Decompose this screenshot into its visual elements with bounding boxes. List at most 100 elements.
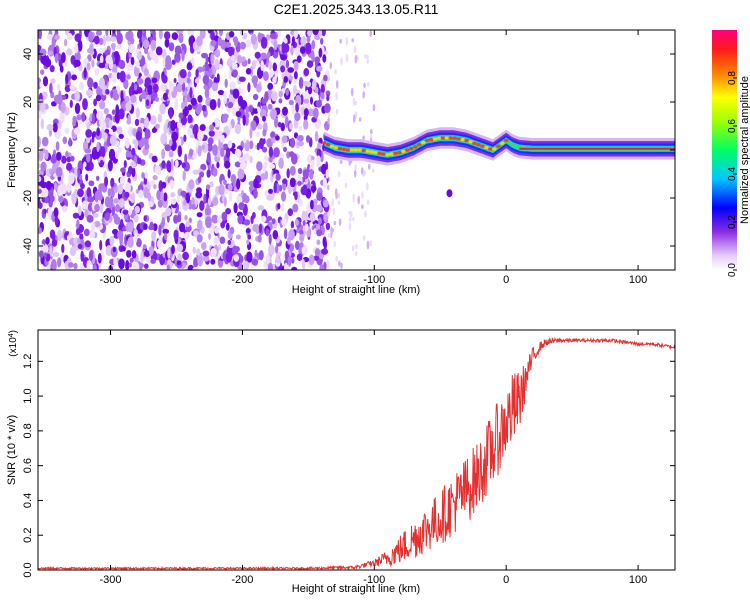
noise-blob bbox=[320, 163, 328, 175]
noise-blob bbox=[86, 214, 94, 223]
noise-blob bbox=[57, 185, 62, 197]
noise-blob bbox=[49, 168, 53, 175]
noise-blob bbox=[223, 196, 227, 207]
noise-blob bbox=[225, 147, 231, 159]
noise-blob bbox=[295, 102, 299, 113]
noise-blob bbox=[305, 42, 312, 55]
noise-blob bbox=[310, 50, 315, 61]
noise-blob bbox=[117, 146, 122, 154]
noise-blob bbox=[232, 69, 238, 78]
ridge-core-blob bbox=[401, 149, 406, 153]
sparse-blob bbox=[340, 57, 343, 66]
noise-blob bbox=[109, 129, 114, 135]
noise-blob bbox=[102, 121, 107, 129]
sparse-blob bbox=[369, 30, 372, 38]
noise-blob bbox=[239, 162, 247, 170]
noise-blob bbox=[268, 188, 273, 194]
noise-blob bbox=[203, 194, 207, 205]
ridge-core-blob bbox=[504, 138, 509, 142]
noise-blob bbox=[285, 59, 290, 69]
noise-blob bbox=[222, 113, 229, 120]
noise-blob bbox=[199, 200, 205, 211]
noise-blob bbox=[173, 229, 179, 240]
noise-blob bbox=[42, 76, 49, 87]
noise-blob bbox=[38, 250, 44, 259]
noise-blob bbox=[129, 257, 134, 263]
noise-blob bbox=[98, 37, 104, 46]
noise-blob bbox=[190, 97, 197, 106]
noise-blob bbox=[186, 62, 193, 71]
noise-blob bbox=[85, 173, 89, 182]
noise-blob bbox=[219, 30, 223, 37]
noise-blob bbox=[88, 180, 95, 187]
noise-blob bbox=[306, 35, 311, 43]
noise-blob bbox=[192, 266, 200, 270]
noise-blob bbox=[148, 245, 154, 256]
noise-blob bbox=[185, 192, 191, 204]
noise-blob bbox=[207, 137, 214, 145]
y-tick-label: 0.4 bbox=[22, 493, 34, 508]
noise-blob bbox=[152, 83, 159, 93]
noise-blob bbox=[151, 155, 158, 162]
colorbar-ticks: 0.0 0.2 0.4 0.6 0.8 bbox=[727, 71, 738, 277]
noise-blob bbox=[103, 132, 108, 142]
noise-blob bbox=[69, 84, 76, 91]
noise-blob bbox=[68, 172, 75, 185]
noise-blob bbox=[220, 134, 225, 143]
noise-blob bbox=[165, 55, 172, 67]
snr-x-label: Height of straight line (km) bbox=[292, 583, 420, 595]
sparse-blob bbox=[339, 159, 343, 164]
noise-blob bbox=[122, 209, 129, 215]
sparse-blob bbox=[366, 240, 370, 250]
noise-blob bbox=[142, 39, 150, 49]
noise-blob bbox=[162, 92, 168, 101]
y-tick-label: 0.2 bbox=[22, 528, 34, 543]
noise-blob bbox=[306, 60, 314, 68]
noise-blob bbox=[277, 202, 281, 210]
noise-blob bbox=[206, 184, 211, 190]
sparse-blob bbox=[367, 81, 370, 88]
noise-blob bbox=[74, 102, 81, 115]
noise-blob bbox=[99, 146, 106, 159]
noise-blob bbox=[144, 116, 150, 129]
noise-blob bbox=[45, 237, 50, 245]
noise-blob bbox=[232, 88, 240, 99]
noise-blob bbox=[140, 250, 144, 263]
noise-blob bbox=[188, 148, 194, 157]
noise-blob bbox=[53, 194, 57, 204]
noise-blob bbox=[124, 137, 130, 149]
noise-blob bbox=[74, 43, 79, 54]
noise-blob bbox=[130, 94, 137, 104]
noise-blob bbox=[107, 159, 113, 172]
noise-blob bbox=[74, 50, 81, 63]
noise-blob bbox=[160, 133, 167, 145]
noise-blob bbox=[268, 146, 274, 158]
noise-blob bbox=[257, 32, 262, 43]
noise-blob bbox=[77, 188, 84, 198]
noise-blob bbox=[305, 135, 311, 143]
noise-blob bbox=[294, 191, 298, 201]
sparse-blob bbox=[333, 220, 337, 226]
noise-blob bbox=[194, 78, 200, 84]
sparse-blob bbox=[352, 193, 356, 203]
noise-blob bbox=[201, 144, 206, 150]
ridge-core-blob bbox=[448, 136, 453, 140]
noise-blob bbox=[303, 68, 310, 77]
noise-blob bbox=[199, 171, 205, 178]
noise-blob bbox=[174, 52, 181, 63]
noise-blob bbox=[234, 148, 242, 158]
noise-blob bbox=[243, 153, 250, 161]
noise-blob bbox=[170, 192, 176, 198]
ridge-core-blob bbox=[341, 147, 347, 151]
noise-blob bbox=[179, 222, 186, 233]
noise-blob bbox=[271, 137, 276, 144]
sparse-blob bbox=[337, 171, 341, 177]
noise-blob bbox=[298, 77, 304, 89]
noise-blob bbox=[135, 107, 140, 119]
noise-blob bbox=[247, 82, 251, 93]
y-tick-label: 0.6 bbox=[22, 458, 34, 473]
noise-blob bbox=[87, 77, 94, 89]
noise-blob bbox=[242, 114, 246, 126]
noise-blob bbox=[280, 65, 286, 73]
noise-blob bbox=[196, 35, 203, 47]
